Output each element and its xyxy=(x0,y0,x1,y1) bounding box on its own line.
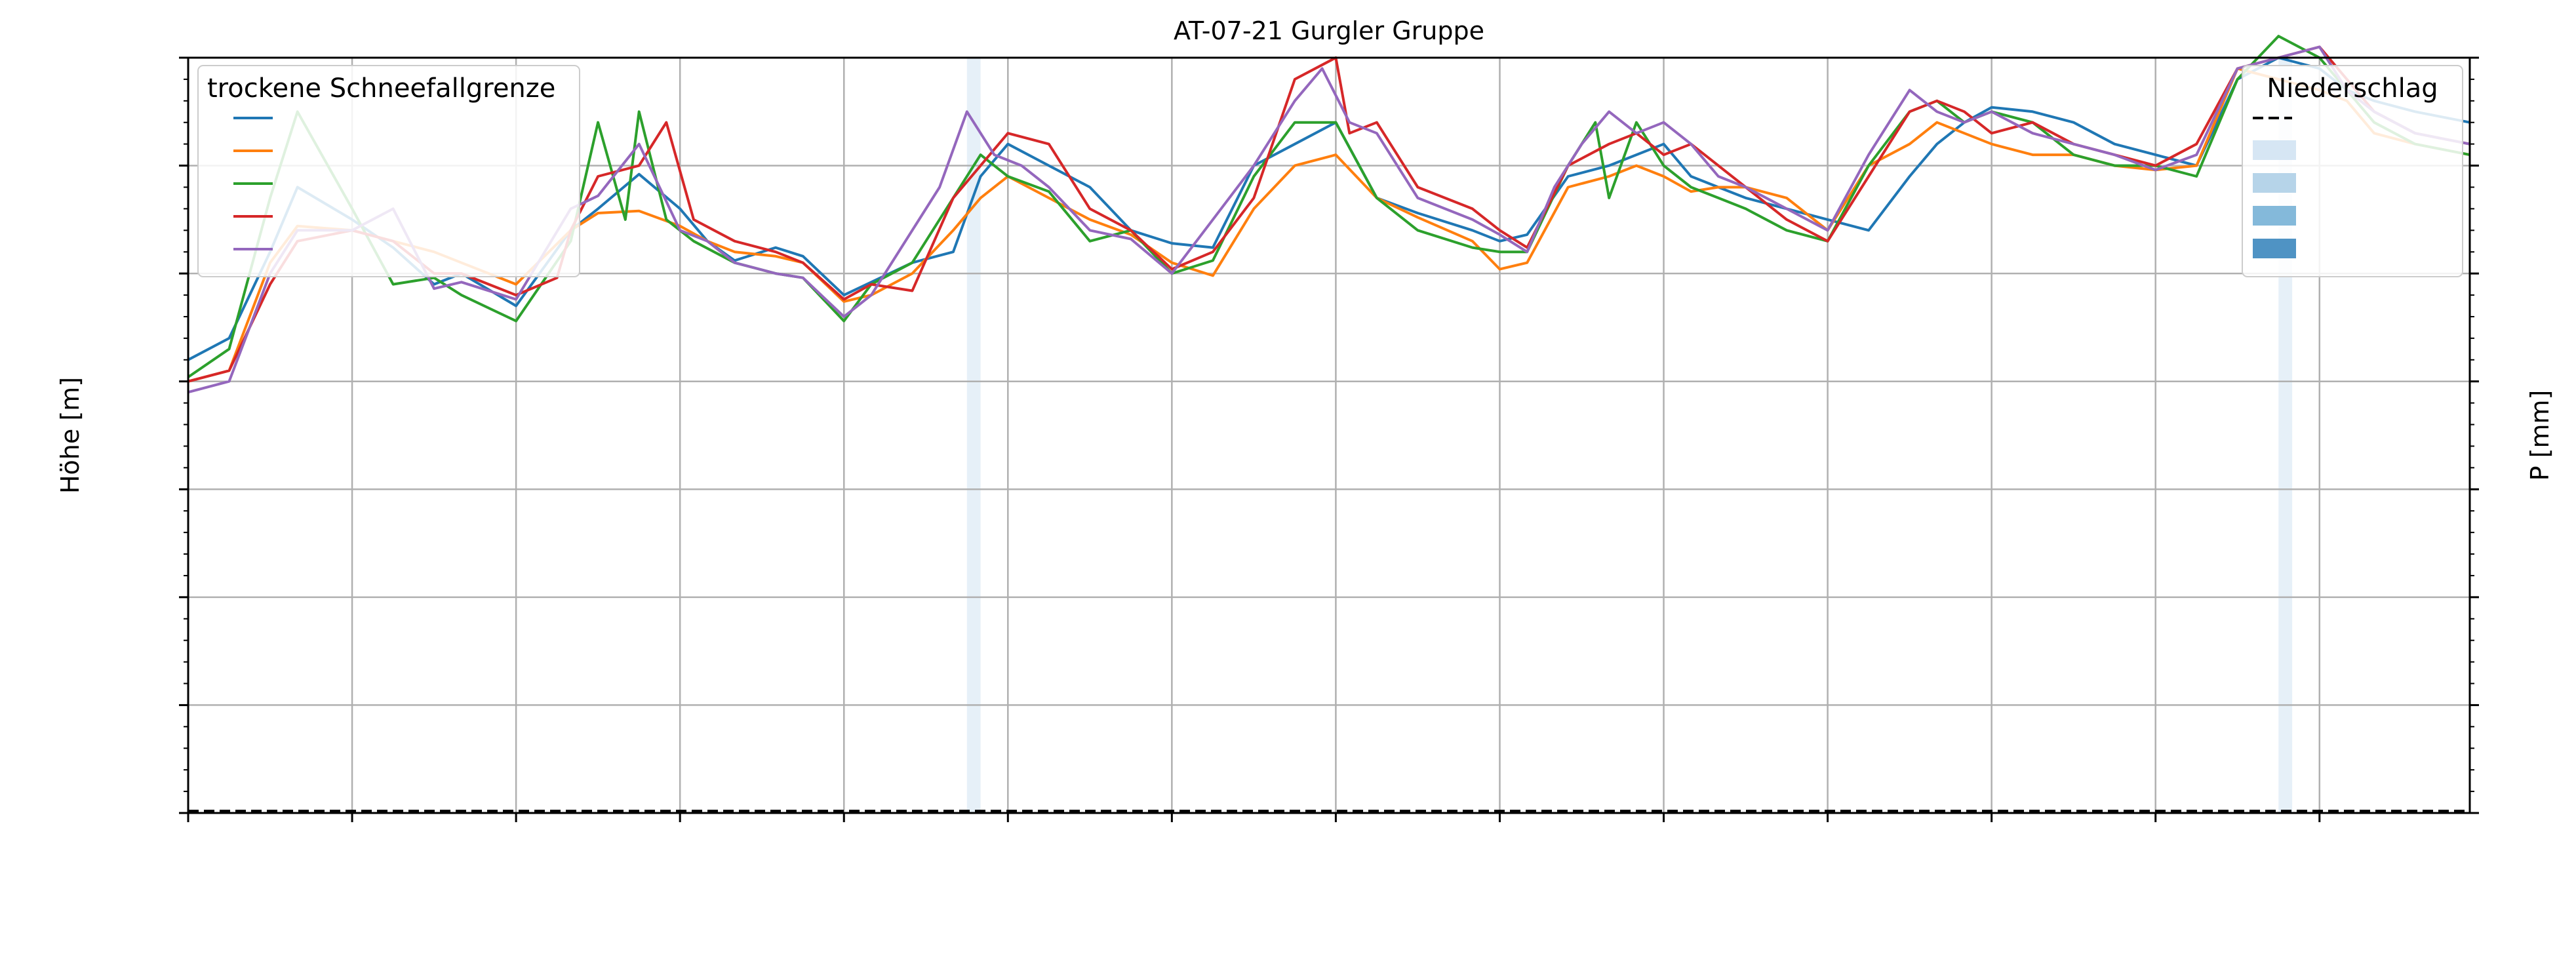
series-lines xyxy=(187,35,2470,394)
plot-frame xyxy=(187,56,2471,814)
legend-precip-swatch-3 xyxy=(2253,206,2296,226)
legend-precip-swatch-4 xyxy=(2253,239,2296,258)
legend-stations-box xyxy=(197,65,580,277)
legend-precip-swatch-1 xyxy=(2253,140,2296,160)
legend-precip-title: Niederschlag xyxy=(2267,73,2438,104)
series-line-1 xyxy=(188,67,2470,383)
legend-precip-box xyxy=(2242,65,2463,277)
y2-axis-label: P [mm] xyxy=(2526,390,2554,481)
y-axis xyxy=(179,56,188,814)
y-axis-label: Höhe [m] xyxy=(56,377,85,494)
legend-precip: Niederschlag xyxy=(2242,65,2463,277)
legend-precip-swatch-2 xyxy=(2253,173,2296,193)
legend-stations-title: trockene Schneefallgrenze xyxy=(207,73,555,104)
series-line-4 xyxy=(188,45,2470,394)
chart-title: AT-07-21 Gurgler Gruppe xyxy=(1174,16,1484,45)
precip-band-0 xyxy=(966,58,981,813)
legend-stations: trockene Schneefallgrenze xyxy=(197,65,580,277)
y2-axis xyxy=(2470,56,2479,814)
x-axis xyxy=(187,813,2321,822)
